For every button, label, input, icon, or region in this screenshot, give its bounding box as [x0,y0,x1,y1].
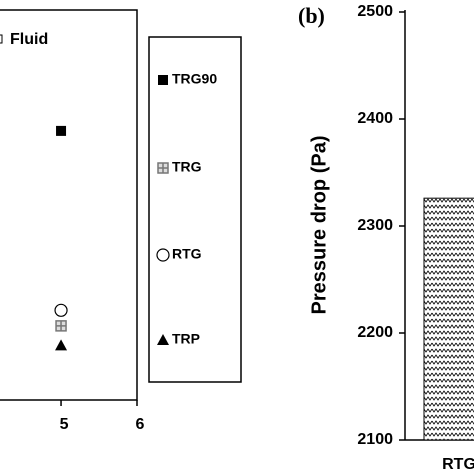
point [55,339,68,351]
legend-marker [156,248,170,262]
legend-marker [157,162,169,174]
x-tick-label: RTG [442,456,474,473]
y-tick-label: 2200 [357,324,393,341]
legend-label: TRG [172,159,202,175]
x-tick-label: 6 [136,416,145,433]
y-axis-title: Pressure drop (Pa) [308,136,330,315]
legend-label: RTG [172,246,202,262]
panel-label: (b) [298,3,325,28]
legend-marker [158,75,168,85]
y-tick-label: 2400 [357,110,393,127]
legend-label: TRG90 [172,71,217,87]
legend-marker [0,34,3,44]
legend-box [148,36,242,383]
y-tick-label: 2100 [357,431,393,448]
point [56,125,67,136]
point [55,320,67,332]
legend-marker [157,334,169,345]
x-tick-label: 5 [60,416,69,433]
annotation: Fluid [10,31,48,48]
legend-label: TRP [172,331,200,347]
point [54,303,68,317]
bar [423,197,474,441]
left-plot-frame [0,9,138,401]
y-tick-label: 2300 [357,217,393,234]
y-tick-label: 2500 [357,3,393,20]
